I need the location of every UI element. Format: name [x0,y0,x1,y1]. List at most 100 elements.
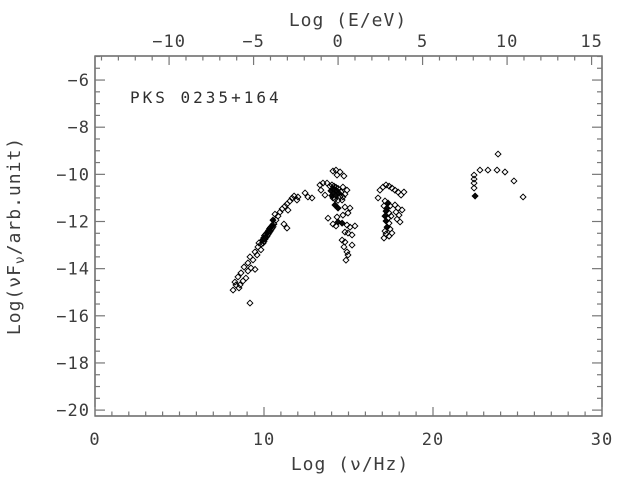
data-point-marker [283,224,291,232]
data-point-marker [229,286,237,294]
data-point-marker [244,267,252,275]
data-point-marker [338,219,346,227]
data-point-marker [251,265,259,273]
top-tick-label: 15 [580,32,602,52]
x-tick-label: 0 [89,430,100,450]
data-point-marker [286,197,294,205]
data-point-marker [344,251,352,259]
data-point-marker [339,193,347,201]
data-point-marker [329,220,337,228]
x-tick-label: 20 [422,430,444,450]
data-point-marker [231,278,239,286]
data-point-marker [501,168,509,176]
data-point-marker [257,246,265,254]
data-point-marker [344,229,352,237]
data-point-marker [317,186,325,194]
top-tick-label: 0 [332,32,343,52]
data-point-marker [338,196,346,204]
data-point-marker [333,213,341,221]
data-point-marker [280,220,288,228]
data-point-marker [271,210,279,218]
data-point-marker [340,243,348,251]
y-tick-label: −8 [68,118,90,138]
data-point-marker [391,186,399,194]
top-tick-label: −10 [152,32,186,52]
data-point-marker [351,222,359,230]
top-tick-label: 10 [496,32,518,52]
data-point-marker [344,209,352,217]
data-point-marker [242,274,250,282]
data-point-marker [249,256,257,264]
data-point-marker [246,299,254,307]
data-point-marker [333,171,341,179]
data-point-marker [332,166,340,174]
data-point-marker [380,234,388,242]
data-point-marker [470,171,478,179]
data-point-marker [388,184,396,192]
data-point-marker [343,221,351,229]
y-tick-label: −10 [56,165,90,185]
data-point-marker [342,256,350,264]
data-point-marker [376,186,384,194]
y-tick-label: −20 [56,401,90,421]
data-point-marker [398,206,406,214]
data-point-marker [519,193,527,201]
data-point-marker [334,204,342,212]
data-points [229,150,527,307]
data-point-marker [396,218,404,226]
data-point-marker [388,229,396,237]
data-point-marker [395,211,403,219]
data-point-marker [236,281,244,289]
data-point-marker [394,204,402,212]
data-point-marker [470,175,478,183]
object-name-label: PKS 0235+164 [130,88,282,107]
data-point-marker [324,214,332,222]
data-point-marker [329,167,337,175]
data-point-marker [276,208,284,216]
data-point-marker [281,202,289,210]
y-tick-label: −6 [68,71,90,91]
data-point-marker [387,212,395,220]
data-point-marker [232,281,240,289]
data-point-marker [301,189,309,197]
data-point-marker [385,182,393,190]
data-point-marker [338,236,346,244]
data-point-marker [339,183,347,191]
top-tick-label: −5 [242,32,264,52]
data-point-marker [381,227,389,235]
y-tick-label: −16 [56,307,90,327]
data-point-marker [494,150,502,158]
data-point-marker [380,202,388,210]
data-point-marker [283,200,291,208]
data-point-marker [470,179,478,187]
data-point-marker [288,194,296,202]
data-point-marker [336,168,344,176]
data-point-marker [400,188,408,196]
y-axis-title: Log(νFν/arb.unit) [4,137,28,335]
data-point-marker [290,192,298,200]
data-point-marker [484,166,492,174]
data-point-marker [253,251,261,259]
data-point-marker [510,177,518,185]
data-point-marker [244,259,252,267]
data-point-marker [341,190,349,198]
y-tick-label: −18 [56,354,90,374]
data-point-marker [348,231,356,239]
top-tick-label: 5 [417,32,428,52]
data-point-marker [476,166,484,174]
data-point-marker [337,188,345,196]
data-point-marker [247,264,255,272]
data-point-marker [251,248,259,256]
data-point-marker [393,215,401,223]
data-point-marker [267,226,275,234]
x-axis-title: Log (ν/Hz) [291,454,409,475]
axes-layer: 0 10 20 30 −10 −5 0 5 10 15 −6 −8 −10 −12 −14 −16 −18 −20 [56,32,612,450]
data-point-marker [257,240,266,248]
data-point-marker [240,263,248,271]
data-point-marker [340,172,348,180]
data-point-marker [397,191,405,199]
y-tick-label: −12 [56,213,90,233]
